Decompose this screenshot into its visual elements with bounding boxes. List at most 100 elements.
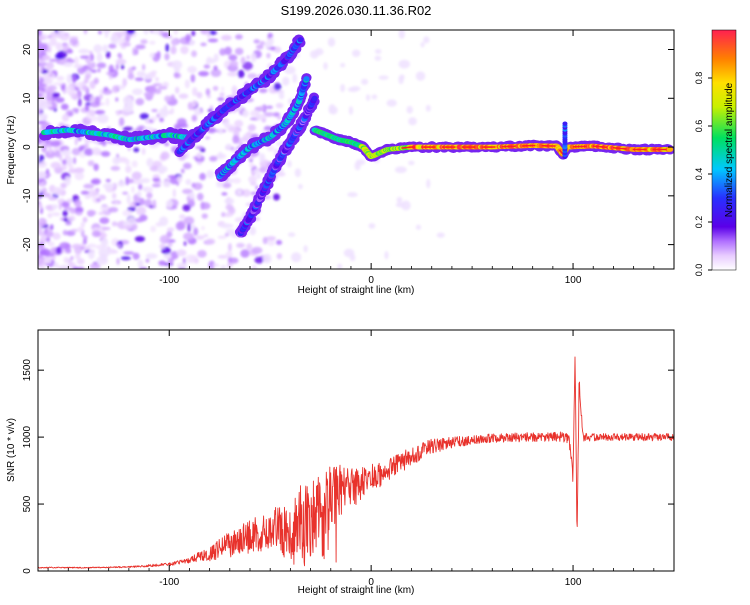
snr-y-tick-label: 500 bbox=[22, 495, 33, 512]
noise-blob bbox=[68, 112, 73, 117]
noise-blob bbox=[80, 190, 90, 195]
noise-haze bbox=[303, 245, 308, 253]
noise-blob bbox=[200, 42, 207, 47]
noise-blob bbox=[105, 178, 111, 183]
noise-blob bbox=[159, 234, 170, 244]
spectrogram-y-tick-label: -20 bbox=[22, 237, 33, 252]
noise-haze bbox=[126, 194, 131, 205]
noise-haze bbox=[386, 99, 397, 107]
noise-blob bbox=[139, 197, 145, 206]
trace-blob bbox=[666, 147, 674, 152]
noise-blob bbox=[94, 110, 106, 115]
chart-title: S199.2026.030.11.36.R02 bbox=[281, 3, 432, 18]
noise-haze bbox=[415, 224, 422, 230]
noise-blob bbox=[196, 152, 202, 159]
noise-blob bbox=[114, 201, 119, 205]
noise-blob bbox=[69, 36, 79, 40]
noise-haze bbox=[166, 199, 174, 209]
noise-haze bbox=[64, 176, 71, 186]
noise-haze bbox=[131, 88, 143, 96]
noise-blob bbox=[184, 79, 190, 89]
noise-blob bbox=[259, 166, 267, 174]
noise-haze bbox=[340, 63, 346, 68]
noise-haze bbox=[394, 166, 407, 174]
noise-blob bbox=[50, 224, 54, 231]
noise-blob bbox=[38, 43, 49, 52]
spectrogram-heatmap bbox=[38, 30, 674, 269]
noise-blob bbox=[263, 112, 275, 117]
noise-haze bbox=[144, 73, 152, 80]
noise-haze bbox=[146, 157, 154, 167]
noise-blob bbox=[240, 249, 250, 258]
noise-blob bbox=[80, 246, 85, 251]
noise-blob bbox=[45, 237, 51, 243]
noise-blob bbox=[159, 243, 166, 249]
noise-blob bbox=[240, 56, 246, 65]
noise-blob bbox=[192, 87, 198, 97]
noise-blob bbox=[42, 54, 51, 61]
spectrogram-noise-cloud bbox=[38, 30, 445, 269]
noise-haze bbox=[220, 265, 227, 269]
noise-haze bbox=[38, 113, 48, 121]
noise-blob bbox=[173, 30, 179, 35]
noise-blob bbox=[78, 266, 85, 269]
noise-haze bbox=[173, 68, 181, 73]
noise-blob bbox=[125, 159, 130, 166]
noise-haze bbox=[97, 113, 109, 124]
snr-x-label: Height of straight line (km) bbox=[298, 585, 415, 596]
trace-blob bbox=[311, 95, 318, 101]
noise-haze bbox=[78, 48, 90, 54]
noise-blob bbox=[212, 263, 220, 267]
noise-blob bbox=[132, 47, 136, 56]
noise-blob bbox=[62, 210, 68, 217]
noise-blob bbox=[189, 255, 198, 260]
noise-haze bbox=[340, 84, 346, 93]
noise-blob bbox=[258, 88, 268, 94]
noise-blob bbox=[110, 165, 121, 171]
noise-blob bbox=[219, 92, 225, 97]
noise-blob bbox=[67, 215, 76, 222]
noise-haze bbox=[194, 107, 202, 116]
noise-blob bbox=[224, 46, 232, 56]
noise-blob bbox=[158, 86, 168, 90]
noise-haze bbox=[189, 192, 195, 200]
noise-blob bbox=[47, 69, 52, 76]
noise-blob bbox=[267, 240, 276, 246]
noise-blob bbox=[38, 203, 43, 208]
noise-blob bbox=[251, 264, 257, 269]
noise-blob bbox=[205, 136, 211, 140]
noise-haze bbox=[159, 216, 169, 227]
noise-haze bbox=[140, 177, 151, 184]
noise-blob bbox=[74, 246, 83, 255]
noise-blob bbox=[123, 251, 135, 255]
noise-blob bbox=[234, 47, 244, 56]
noise-blob bbox=[44, 257, 52, 264]
noise-haze bbox=[51, 204, 58, 210]
noise-blob bbox=[152, 177, 161, 182]
noise-haze bbox=[374, 55, 382, 61]
noise-haze bbox=[401, 200, 411, 211]
noise-haze bbox=[408, 160, 415, 166]
noise-haze bbox=[355, 159, 366, 166]
noise-blob bbox=[207, 38, 219, 43]
noise-blob bbox=[61, 201, 69, 208]
noise-blob bbox=[191, 30, 196, 37]
noise-blob bbox=[122, 42, 131, 47]
noise-blob bbox=[131, 171, 142, 180]
noise-blob bbox=[196, 192, 204, 201]
noise-blob bbox=[228, 54, 238, 61]
spectrogram-x-tick-label: -100 bbox=[159, 275, 179, 286]
noise-blob bbox=[135, 44, 146, 50]
noise-blob bbox=[182, 204, 191, 212]
noise-blob bbox=[62, 229, 68, 236]
noise-haze bbox=[163, 180, 171, 188]
trace-rising-arc bbox=[174, 34, 306, 158]
noise-blob bbox=[62, 113, 70, 122]
noise-blob bbox=[207, 108, 213, 113]
noise-blob bbox=[55, 53, 65, 60]
noise-blob bbox=[266, 145, 274, 152]
noise-haze bbox=[102, 183, 115, 189]
colorbar-tick-label: 0.0 bbox=[694, 264, 704, 277]
noise-haze bbox=[396, 196, 403, 203]
